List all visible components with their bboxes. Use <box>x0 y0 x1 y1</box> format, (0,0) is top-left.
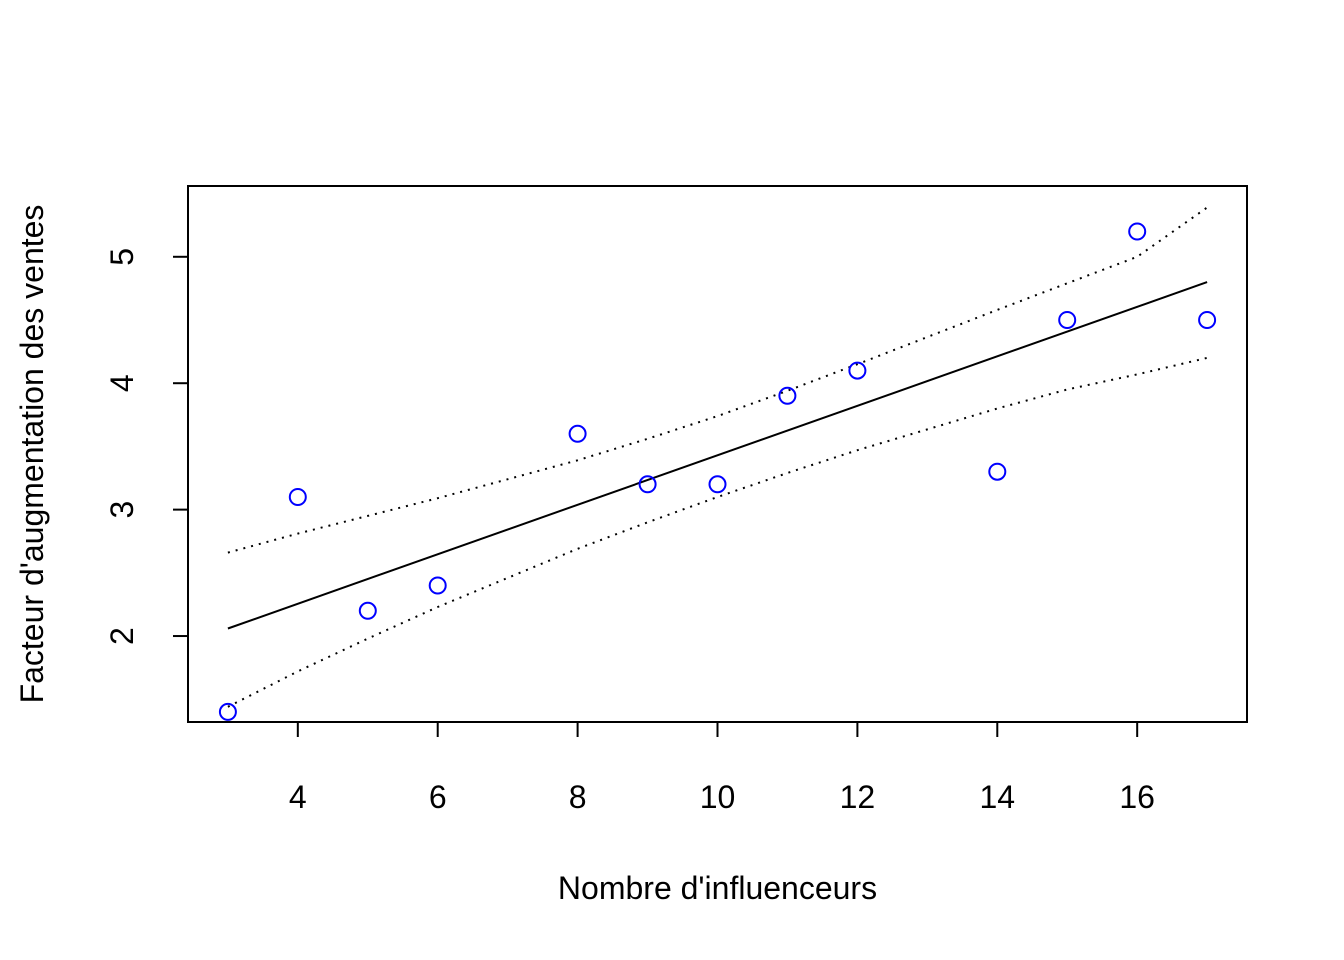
points-layer <box>218 222 1217 721</box>
x-tick-label: 16 <box>1119 779 1155 815</box>
data-point <box>848 361 867 380</box>
x-tick-label: 4 <box>289 779 307 815</box>
x-tick-label: 10 <box>700 779 736 815</box>
data-point <box>708 475 727 494</box>
y-tick-label: 2 <box>104 627 140 645</box>
x-axis-title: Nombre d'influenceurs <box>558 870 877 906</box>
data-point <box>428 576 447 595</box>
regression-line <box>227 281 1208 630</box>
data-point <box>288 488 307 506</box>
x-tick-label: 14 <box>979 779 1015 815</box>
fit-lines-layer <box>227 206 1208 708</box>
y-axis: 2 3 4 5 <box>104 248 189 645</box>
x-tick-label: 6 <box>429 779 447 815</box>
y-axis-title: Facteur d'augmentation des ventes <box>14 205 50 704</box>
y-tick-label: 3 <box>104 501 140 519</box>
confidence-band-line <box>227 206 1208 554</box>
data-point <box>1198 311 1217 329</box>
data-point <box>568 424 587 443</box>
data-point <box>1058 311 1077 329</box>
data-point <box>778 386 797 405</box>
y-tick-label: 4 <box>104 374 140 392</box>
x-tick-label: 8 <box>569 779 587 815</box>
data-point <box>218 702 237 721</box>
data-point <box>358 601 377 620</box>
x-axis: 4 6 8 10 12 14 16 <box>289 721 1155 815</box>
x-tick-label: 12 <box>840 779 876 815</box>
data-point <box>988 462 1007 481</box>
data-point <box>1128 222 1147 241</box>
y-tick-label: 5 <box>104 248 140 266</box>
data-point <box>638 475 657 494</box>
